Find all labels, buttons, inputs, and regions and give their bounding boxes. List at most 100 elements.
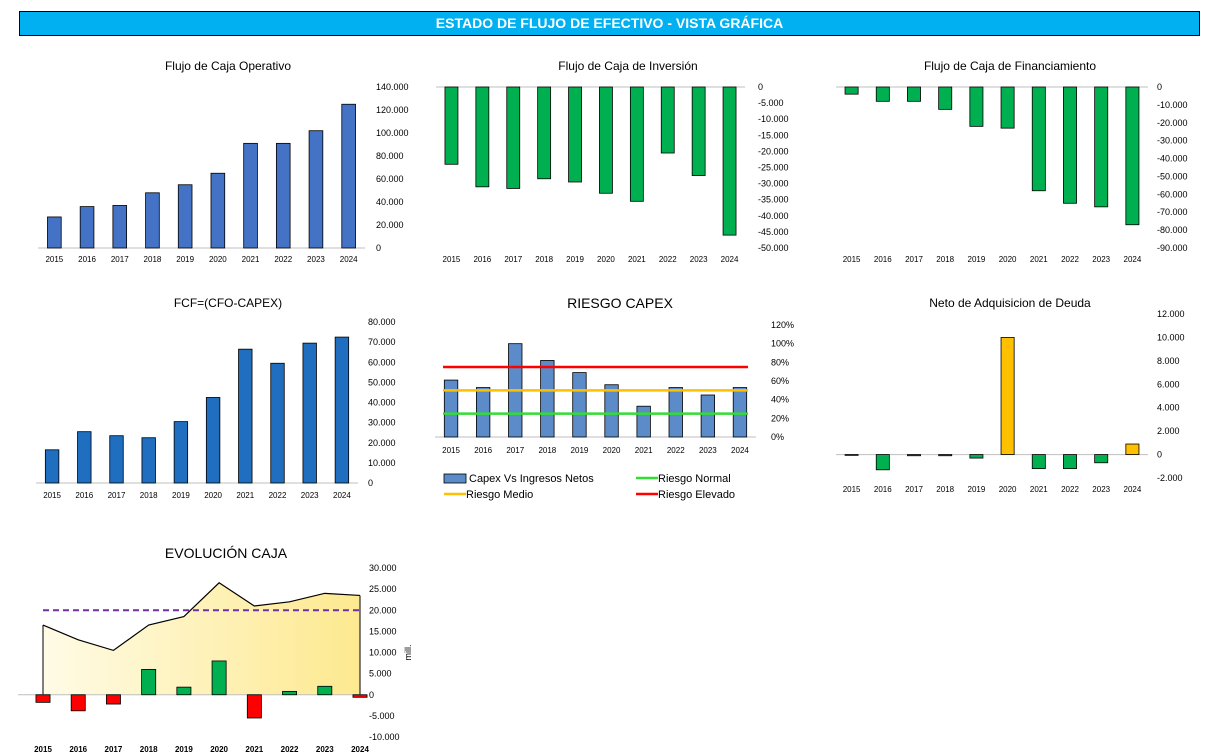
bar xyxy=(112,205,128,249)
y-tick-label: -2.000 xyxy=(1157,473,1183,483)
x-tick-label: 2018 xyxy=(535,255,553,264)
x-tick-label: 2021 xyxy=(635,446,653,455)
bar xyxy=(141,668,157,696)
y-tick-label: -30.000 xyxy=(758,179,789,189)
y-tick-label: -40.000 xyxy=(758,211,789,221)
bar xyxy=(572,372,587,438)
x-tick-label: 2024 xyxy=(721,255,739,264)
x-tick-label: 2020 xyxy=(210,745,228,754)
y-tick-label: 40% xyxy=(771,395,789,405)
x-tick-label: 2017 xyxy=(105,745,123,754)
bar xyxy=(352,694,368,698)
chart-investing-cash-flow: Flujo de Caja de Inversión 0 -5.000 -10.000… xyxy=(418,55,808,270)
bar xyxy=(173,421,189,484)
y-tick-label: 12.000 xyxy=(1157,309,1185,319)
y-tick-label: 60.000 xyxy=(368,357,396,367)
y-tick-label: 120.000 xyxy=(376,105,409,115)
bar xyxy=(109,435,124,484)
y-tick-label: 20% xyxy=(771,413,789,423)
y-tick-label: -10.000 xyxy=(1157,100,1188,110)
y-tick-label: -50.000 xyxy=(758,243,789,253)
bar xyxy=(1094,86,1109,208)
y-tick-label: -90.000 xyxy=(1157,243,1188,253)
x-tick-label: 2017 xyxy=(111,255,129,264)
x-tick-label: 2019 xyxy=(175,745,193,754)
y-tick-label: 20.000 xyxy=(369,605,397,615)
bar xyxy=(475,86,490,188)
bar xyxy=(636,405,651,438)
x-tick-label: 2017 xyxy=(108,491,126,500)
x-tick-label: 2019 xyxy=(968,485,986,494)
x-tick-label: 2016 xyxy=(75,491,93,500)
x-tick-label: 2018 xyxy=(936,485,954,494)
bar xyxy=(700,394,715,438)
x-tick-label: 2023 xyxy=(307,255,325,264)
chart-title: FCF=(CFO-CAPEX) xyxy=(174,296,282,310)
x-tick-label: 2015 xyxy=(43,491,61,500)
chart-cash-evolution: EVOLUCIÓN CAJA 2015 2016 2017 2018 2019 2020 20… xyxy=(18,540,418,754)
legend-label: Riesgo Medio xyxy=(466,489,533,501)
y-tick-label: -35.000 xyxy=(758,195,789,205)
bar xyxy=(969,86,984,127)
chart-free-cash-flow: FCF=(CFO-CAPEX) 0 10.000 20.000 30.000 40.000… xyxy=(18,292,408,507)
x-tick-label: 2016 xyxy=(473,255,491,264)
x-tick-label: 2021 xyxy=(1030,255,1048,264)
bar xyxy=(660,86,675,154)
bar xyxy=(444,86,459,165)
x-tick-label: 2022 xyxy=(1061,255,1079,264)
x-tick-label: 2022 xyxy=(667,446,685,455)
bar xyxy=(44,449,60,484)
chart-svg: Flujo de Caja Operativo 0 20.000 40.000 60.0… xyxy=(38,59,409,264)
bar xyxy=(106,694,121,705)
y-tick-label: 100.000 xyxy=(376,128,409,138)
x-tick-label: 2015 xyxy=(843,485,861,494)
x-tick-label: 2024 xyxy=(351,745,369,754)
y-tick-label: 80% xyxy=(771,357,789,367)
y-tick-label: 0 xyxy=(758,82,763,92)
y-tick-label: 0 xyxy=(368,478,373,488)
bar xyxy=(875,454,890,471)
chart-operating-cash-flow: Flujo de Caja Operativo 0 20.000 40.000 60.0… xyxy=(18,55,409,270)
x-tick-label: 2018 xyxy=(144,255,162,264)
x-tick-label: 2016 xyxy=(69,745,87,754)
bar xyxy=(275,142,291,249)
x-tick-label: 2022 xyxy=(1061,485,1079,494)
legend-label: Riesgo Elevado xyxy=(658,489,735,501)
x-tick-label: 2018 xyxy=(936,255,954,264)
x-tick-label: 2018 xyxy=(538,446,556,455)
bar xyxy=(1063,86,1077,204)
chart-title: EVOLUCIÓN CAJA xyxy=(165,545,288,561)
chart-svg: Flujo de Caja de Financiamiento 0 -10.000 -… xyxy=(836,59,1188,264)
bar xyxy=(145,192,160,249)
y-tick-label: 4.000 xyxy=(1157,403,1180,413)
y-tick-label: 60% xyxy=(771,376,789,386)
y-tick-label: 120% xyxy=(771,320,794,330)
bar xyxy=(270,362,285,484)
y-tick-label: 30.000 xyxy=(368,418,396,428)
bar xyxy=(1031,86,1046,192)
y-tick-label: 100% xyxy=(771,339,794,349)
y-tick-label: 8.000 xyxy=(1157,356,1180,366)
x-tick-label: 2024 xyxy=(1124,485,1142,494)
y-tick-label: -15.000 xyxy=(758,130,789,140)
x-tick-label: 2020 xyxy=(209,255,227,264)
x-tick-label: 2020 xyxy=(204,491,222,500)
x-tick-label: 2020 xyxy=(999,485,1017,494)
x-tick-label: 2017 xyxy=(905,255,923,264)
y-tick-label: 80.000 xyxy=(376,151,404,161)
legend-label: Riesgo Normal xyxy=(658,473,731,485)
bar xyxy=(238,348,253,484)
bar xyxy=(334,336,350,484)
bar xyxy=(210,172,226,249)
bar xyxy=(668,387,683,438)
y-tick-label: -5.000 xyxy=(758,98,784,108)
y-tick-label: -60.000 xyxy=(1157,189,1188,199)
bar xyxy=(47,216,62,249)
x-tick-label: 2022 xyxy=(281,745,299,754)
x-tick-label: 2017 xyxy=(504,255,522,264)
bar xyxy=(341,103,356,249)
y-tick-label: -80.000 xyxy=(1157,225,1188,235)
x-tick-label: 2019 xyxy=(571,446,589,455)
bar xyxy=(691,86,706,176)
legend-swatch xyxy=(443,473,467,484)
